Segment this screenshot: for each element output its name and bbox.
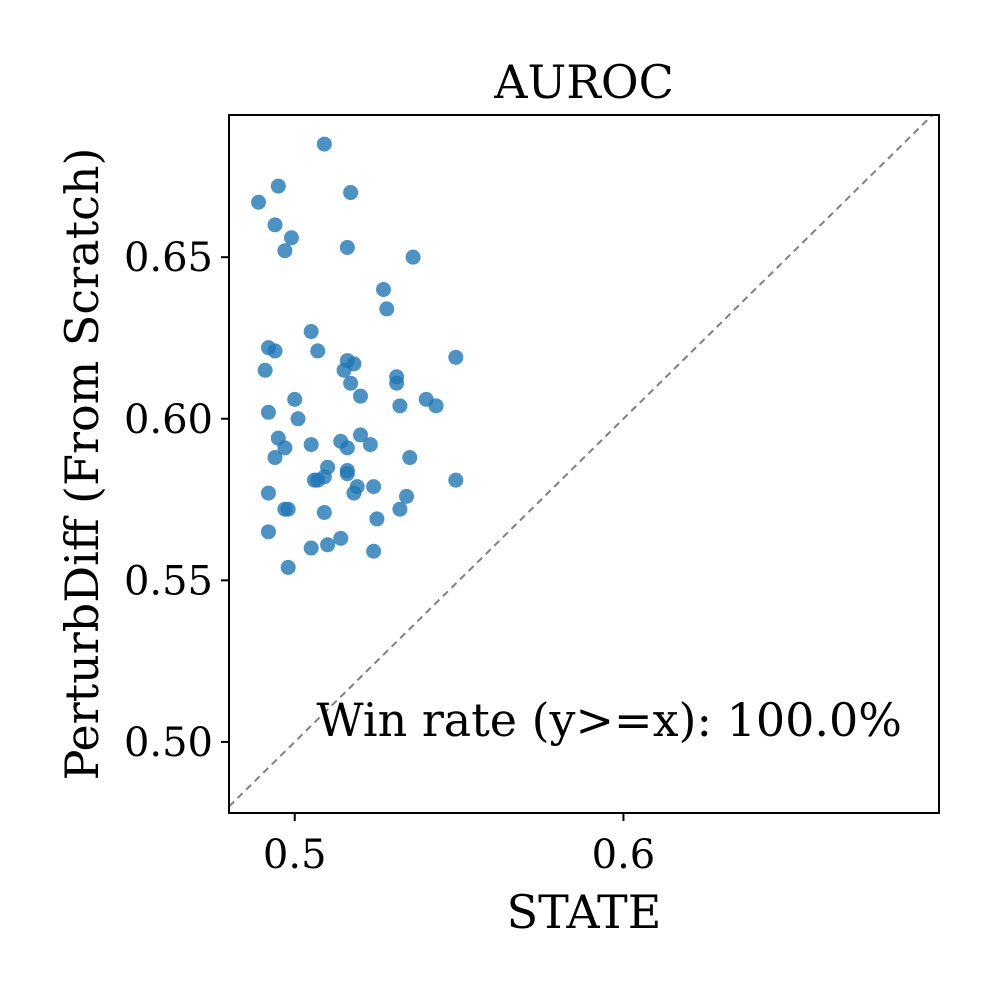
scatter-point [343, 185, 359, 201]
scatter-point [283, 230, 299, 246]
y-tick-label: 0.60 [124, 397, 213, 443]
scatter-point [343, 375, 359, 391]
scatter-point [267, 450, 283, 466]
scatter-point [362, 437, 378, 453]
scatter-point [267, 217, 283, 233]
scatter-point [257, 362, 273, 378]
scatter-point [316, 504, 332, 520]
x-axis-label: STATE [507, 885, 662, 939]
scatter-point [303, 324, 319, 340]
scatter-point [379, 301, 395, 317]
chart-title: AUROC [493, 55, 674, 109]
y-tick-label: 0.50 [124, 720, 213, 766]
scatter-point [280, 501, 296, 517]
diagonal-reference-line [228, 114, 934, 808]
scatter-point [333, 530, 349, 546]
scatter-point [336, 362, 352, 378]
y-tick-label: 0.55 [124, 558, 213, 604]
scatter-point [310, 343, 326, 359]
scatter-point [251, 194, 267, 210]
scatter-point [392, 398, 408, 414]
scatter-point [448, 472, 464, 488]
scatter-point [339, 466, 355, 482]
scatter-point [352, 427, 368, 443]
scatter-point [392, 501, 408, 517]
scatter-points [251, 136, 464, 575]
win-rate-annotation: Win rate (y>=x): 100.0% [316, 693, 902, 747]
scatter-point [369, 511, 385, 527]
scatter-point [375, 282, 391, 297]
scatter-point [389, 375, 405, 391]
scatter-point [260, 524, 276, 540]
scatter-point [260, 404, 276, 420]
scatter-point [366, 479, 382, 495]
scatter-point [366, 543, 382, 559]
scatter-point [405, 249, 421, 265]
scatter-point [316, 136, 332, 152]
scatter-point [290, 411, 306, 427]
scatter-point [310, 472, 326, 488]
scatter-point [303, 540, 319, 556]
scatter-point [287, 391, 303, 407]
scatter-point [428, 398, 444, 414]
x-tick-label: 0.5 [263, 832, 327, 878]
x-tick-label: 0.6 [592, 832, 656, 878]
scatter-point [352, 388, 368, 404]
scatter-point [270, 178, 286, 194]
scatter-point [277, 243, 293, 259]
scatter-point [399, 488, 414, 504]
scatter-point [303, 437, 319, 453]
scatter-point [339, 239, 355, 255]
scatter-point [402, 450, 418, 466]
y-tick-label: 0.65 [124, 235, 213, 281]
scatter-point [277, 440, 293, 456]
y-axis-label: PerturbDiff (From Scratch) [55, 148, 109, 781]
plot-frame [228, 114, 940, 814]
scatter-point [260, 485, 276, 501]
scatter-point [346, 485, 362, 501]
scatter-point [448, 349, 464, 365]
scatter-point [267, 343, 283, 359]
scatter-point [320, 537, 336, 553]
scatter-point [280, 559, 296, 575]
scatter-point [339, 440, 355, 456]
